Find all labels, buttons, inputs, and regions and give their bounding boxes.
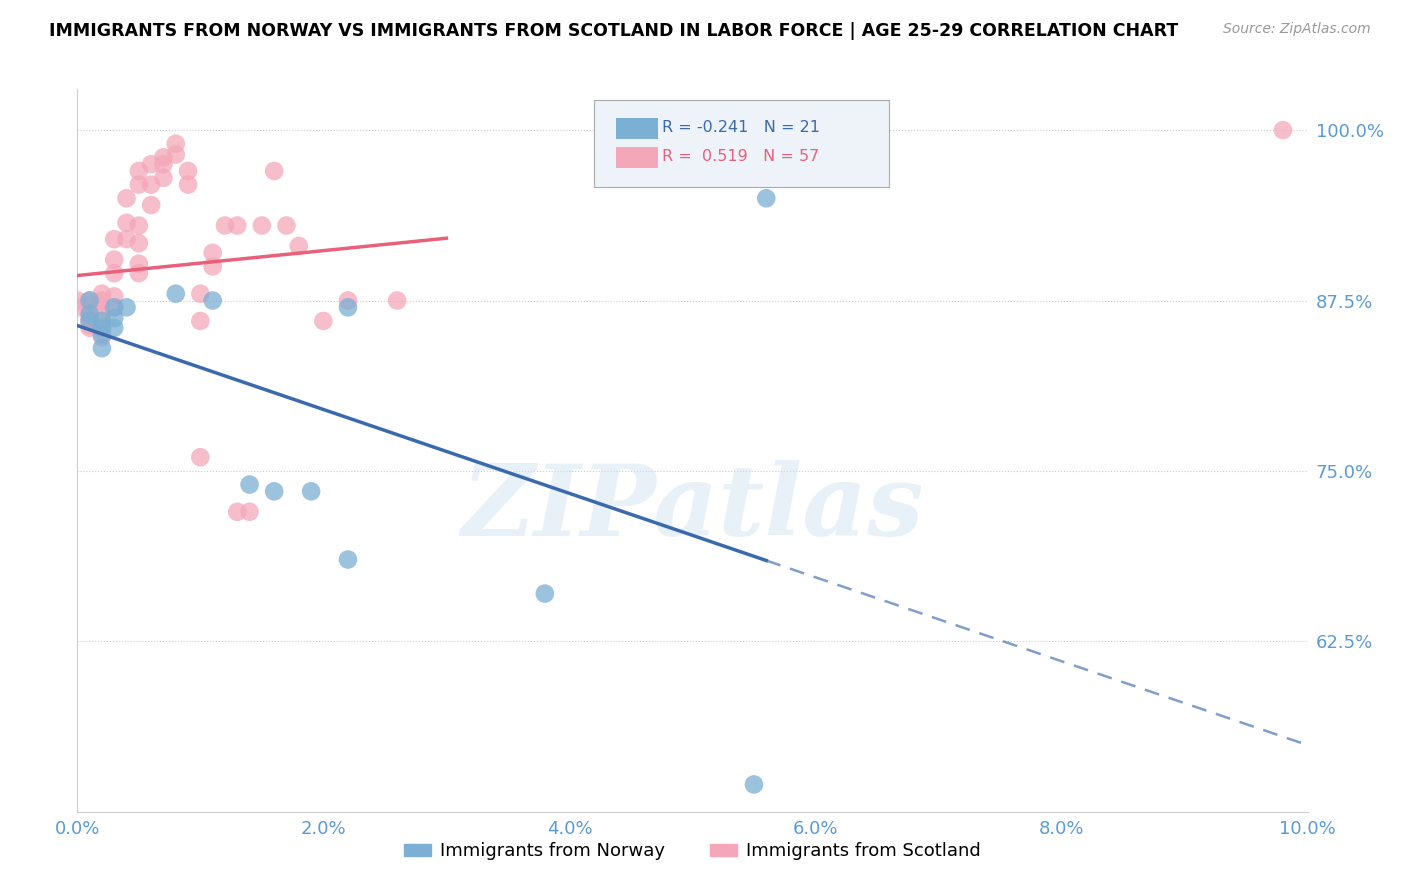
Point xyxy=(79,297,101,311)
FancyBboxPatch shape xyxy=(616,147,658,168)
Point xyxy=(337,552,360,566)
Point xyxy=(165,136,187,151)
Point xyxy=(201,245,224,260)
Point xyxy=(103,266,125,280)
Point xyxy=(66,293,89,308)
Point xyxy=(90,314,114,328)
Point xyxy=(141,198,163,212)
Point xyxy=(90,293,114,308)
Point xyxy=(79,293,101,308)
Point xyxy=(152,150,174,164)
Point xyxy=(165,286,187,301)
Point xyxy=(115,191,138,205)
Point xyxy=(188,286,212,301)
Point xyxy=(103,252,125,267)
Text: Source: ZipAtlas.com: Source: ZipAtlas.com xyxy=(1223,22,1371,37)
Point xyxy=(141,157,163,171)
Point xyxy=(79,314,101,328)
Point xyxy=(337,301,360,315)
Point xyxy=(79,307,101,321)
Point xyxy=(534,586,557,600)
Point xyxy=(90,320,114,334)
Point xyxy=(90,320,114,334)
Point xyxy=(299,484,322,499)
Point xyxy=(103,301,125,315)
Point xyxy=(103,289,125,303)
Legend: Immigrants from Norway, Immigrants from Scotland: Immigrants from Norway, Immigrants from … xyxy=(396,835,988,868)
Point xyxy=(90,307,114,321)
Point xyxy=(1272,123,1295,137)
Text: R = -0.241   N = 21: R = -0.241 N = 21 xyxy=(662,120,820,135)
Point xyxy=(201,293,224,308)
Point xyxy=(152,170,174,185)
Point xyxy=(263,164,285,178)
FancyBboxPatch shape xyxy=(595,100,890,186)
Point xyxy=(115,301,138,315)
Point xyxy=(90,341,114,355)
Point xyxy=(226,505,249,519)
Text: IMMIGRANTS FROM NORWAY VS IMMIGRANTS FROM SCOTLAND IN LABOR FORCE | AGE 25-29 CO: IMMIGRANTS FROM NORWAY VS IMMIGRANTS FRO… xyxy=(49,22,1178,40)
Point xyxy=(177,178,200,192)
Text: ZIPatlas: ZIPatlas xyxy=(461,460,924,557)
Point xyxy=(90,327,114,342)
Point xyxy=(128,257,150,271)
Point xyxy=(66,301,89,315)
Point xyxy=(79,320,101,334)
Point xyxy=(276,219,298,233)
Point xyxy=(214,219,236,233)
Point xyxy=(742,777,765,791)
Point xyxy=(128,236,150,251)
Point xyxy=(79,314,101,328)
Point xyxy=(755,191,778,205)
Point xyxy=(103,232,125,246)
Point xyxy=(90,330,114,344)
Point xyxy=(79,293,101,308)
Text: R =  0.519   N = 57: R = 0.519 N = 57 xyxy=(662,149,818,164)
Point xyxy=(103,301,125,315)
Point xyxy=(90,286,114,301)
Point xyxy=(128,266,150,280)
Point xyxy=(103,311,125,326)
Point xyxy=(90,301,114,315)
Point xyxy=(141,178,163,192)
Point xyxy=(226,219,249,233)
FancyBboxPatch shape xyxy=(616,118,658,139)
Point xyxy=(128,164,150,178)
Point xyxy=(312,314,335,328)
Point xyxy=(79,303,101,318)
Point xyxy=(239,505,262,519)
Point xyxy=(263,484,285,499)
Point xyxy=(79,318,101,332)
Point xyxy=(152,157,174,171)
Point xyxy=(115,216,138,230)
Point xyxy=(385,293,409,308)
Point xyxy=(250,219,273,233)
Point xyxy=(79,307,101,321)
Point xyxy=(288,239,311,253)
Point xyxy=(239,477,262,491)
Point xyxy=(188,314,212,328)
Point xyxy=(177,164,200,178)
Point xyxy=(115,232,138,246)
Point xyxy=(103,320,125,334)
Point xyxy=(79,311,101,326)
Point xyxy=(128,178,150,192)
Point xyxy=(337,293,360,308)
Point xyxy=(165,147,187,161)
Point xyxy=(128,219,150,233)
Point xyxy=(201,260,224,274)
Point xyxy=(188,450,212,465)
